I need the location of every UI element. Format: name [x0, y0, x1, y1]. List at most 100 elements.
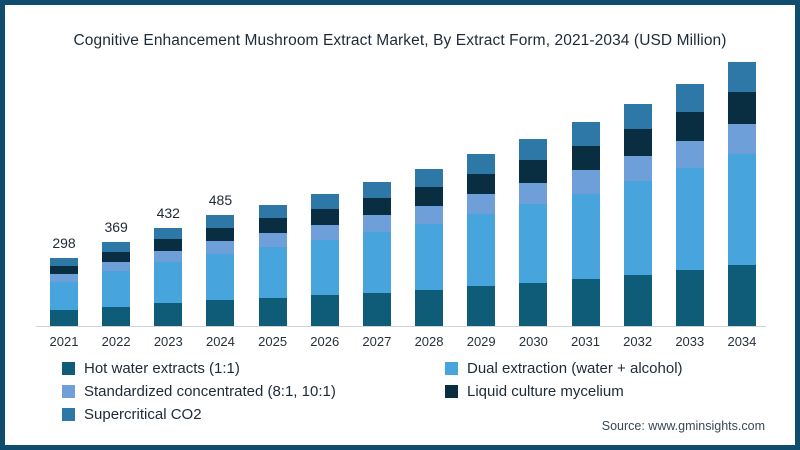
bar-2026-hot-water-extracts — [310, 295, 339, 326]
bar-2028-standardized-concentrated — [415, 205, 444, 224]
bar-2025-liquid-culture-mycelium — [258, 218, 287, 233]
bar-value-label-2024: 485 — [208, 192, 233, 209]
bar-2024-hot-water-extracts — [206, 300, 235, 326]
bar-2021 — [50, 258, 78, 326]
bar-2021-liquid-culture-mycelium — [50, 265, 78, 275]
bar-2025-hot-water-extracts — [258, 297, 287, 326]
bar-2030-standardized-concentrated — [519, 182, 548, 205]
legend-swatch-dual-extraction — [445, 362, 458, 375]
bar-2027-standardized-concentrated — [362, 215, 391, 233]
bar-2031-hot-water-extracts — [571, 279, 600, 326]
legend-label-standardized-concentrated: Standardized concentrated (8:1, 10:1) — [84, 383, 336, 400]
bar-2023-dual-extraction — [154, 261, 183, 304]
bar-2022-hot-water-extracts — [102, 306, 131, 326]
bar-2027-hot-water-extracts — [362, 292, 391, 326]
x-tick-2025: 2025 — [258, 334, 288, 349]
bar-2022-supercritical-co2 — [102, 241, 131, 252]
bar-value-label-2023: 432 — [156, 204, 180, 221]
bar-2030-liquid-culture-mycelium — [519, 160, 548, 183]
bar-2034-standardized-concentrated — [727, 124, 756, 155]
bar-2034 — [727, 62, 756, 326]
bar-2029-dual-extraction — [467, 214, 496, 287]
bar-2028-hot-water-extracts — [415, 289, 444, 326]
bar-2025-supercritical-co2 — [258, 204, 287, 219]
bar-2033-standardized-concentrated — [675, 140, 704, 169]
bar-2029-hot-water-extracts — [467, 286, 496, 326]
bar-2032-hot-water-extracts — [623, 274, 652, 326]
legend-swatch-standardized-concentrated — [62, 385, 75, 398]
bar-2030-hot-water-extracts — [519, 282, 548, 326]
bar-2029 — [467, 153, 496, 326]
bar-2021-hot-water-extracts — [50, 310, 78, 326]
bar-2024-supercritical-co2 — [206, 215, 235, 228]
bar-2030-dual-extraction — [519, 204, 548, 283]
bar-2028 — [415, 168, 444, 326]
bar-2021-standardized-concentrated — [50, 274, 78, 282]
bar-2031-supercritical-co2 — [571, 122, 600, 146]
bar-2024-liquid-culture-mycelium — [206, 228, 235, 242]
x-tick-2024: 2024 — [205, 334, 235, 349]
bar-2032 — [623, 103, 652, 326]
legend-swatch-supercritical-co2 — [62, 408, 75, 421]
x-axis-line — [36, 326, 766, 327]
bar-2024-dual-extraction — [206, 253, 235, 301]
x-tick-2021: 2021 — [49, 334, 79, 349]
bar-2023-supercritical-co2 — [154, 227, 183, 239]
bar-2032-dual-extraction — [623, 181, 652, 275]
bar-2025-standardized-concentrated — [258, 233, 287, 247]
bar-2033 — [675, 83, 704, 326]
bar-2028-supercritical-co2 — [415, 168, 444, 187]
bar-2023-hot-water-extracts — [154, 303, 183, 326]
legend-item-hot-water-extracts: Hot water extracts (1:1) — [62, 361, 445, 376]
bar-value-label-2021: 298 — [52, 235, 76, 252]
legend-swatch-hot-water-extracts — [62, 362, 75, 375]
bar-2034-supercritical-co2 — [727, 62, 756, 93]
bar-2022 — [102, 241, 131, 326]
bar-2031-standardized-concentrated — [571, 170, 600, 194]
bar-2030 — [519, 138, 548, 326]
legend-item-dual-extraction: Dual extraction (water + alcohol) — [445, 361, 767, 376]
x-tick-2033: 2033 — [675, 334, 705, 349]
source-note: Source: www.gminsights.com — [601, 419, 765, 433]
bar-2034-liquid-culture-mycelium — [727, 92, 756, 125]
bar-2027-supercritical-co2 — [362, 181, 391, 199]
bar-2027-liquid-culture-mycelium — [362, 198, 391, 216]
bar-2028-dual-extraction — [415, 223, 444, 290]
bar-2022-dual-extraction — [102, 271, 131, 307]
bar-2034-dual-extraction — [727, 154, 756, 266]
bar-2026 — [310, 193, 339, 326]
bar-2030-supercritical-co2 — [519, 138, 548, 161]
legend-item-standardized-concentrated: Standardized concentrated (8:1, 10:1) — [62, 384, 445, 399]
bar-2024-standardized-concentrated — [206, 241, 235, 254]
bar-2029-supercritical-co2 — [467, 153, 496, 174]
bar-2021-supercritical-co2 — [50, 258, 78, 266]
legend-item-liquid-culture-mycelium: Liquid culture mycelium — [445, 384, 767, 399]
chart-title: Cognitive Enhancement Mushroom Extract M… — [73, 32, 727, 49]
bar-2034-hot-water-extracts — [727, 265, 756, 326]
bar-2026-supercritical-co2 — [310, 193, 339, 209]
bar-2024 — [206, 215, 235, 326]
x-tick-2034: 2034 — [727, 334, 757, 349]
bar-2031-dual-extraction — [571, 193, 600, 280]
x-tick-2029: 2029 — [466, 334, 496, 349]
bar-2031 — [571, 122, 600, 326]
legend-item-supercritical-co2: Supercritical CO2 — [62, 407, 445, 422]
bar-2023 — [154, 227, 183, 326]
bar-2026-standardized-concentrated — [310, 224, 339, 240]
x-tick-2026: 2026 — [310, 334, 340, 349]
plot-area: 298 369 432 485 — [36, 60, 766, 327]
x-tick-2022: 2022 — [101, 334, 131, 349]
bar-2032-liquid-culture-mycelium — [623, 129, 652, 156]
bar-2033-liquid-culture-mycelium — [675, 111, 704, 141]
bar-2033-supercritical-co2 — [675, 83, 704, 112]
x-tick-2031: 2031 — [571, 334, 600, 349]
bar-2026-liquid-culture-mycelium — [310, 208, 339, 225]
bar-2021-dual-extraction — [50, 281, 78, 311]
bar-2032-standardized-concentrated — [623, 155, 652, 182]
bar-2031-liquid-culture-mycelium — [571, 145, 600, 171]
bar-2027-dual-extraction — [362, 232, 391, 293]
legend-label-dual-extraction: Dual extraction (water + alcohol) — [467, 360, 683, 377]
legend-label-liquid-culture-mycelium: Liquid culture mycelium — [467, 383, 624, 400]
x-axis-labels: 2021 2022 2023 2024 2025 2026 2027 2028 2029 2030… — [36, 334, 766, 352]
